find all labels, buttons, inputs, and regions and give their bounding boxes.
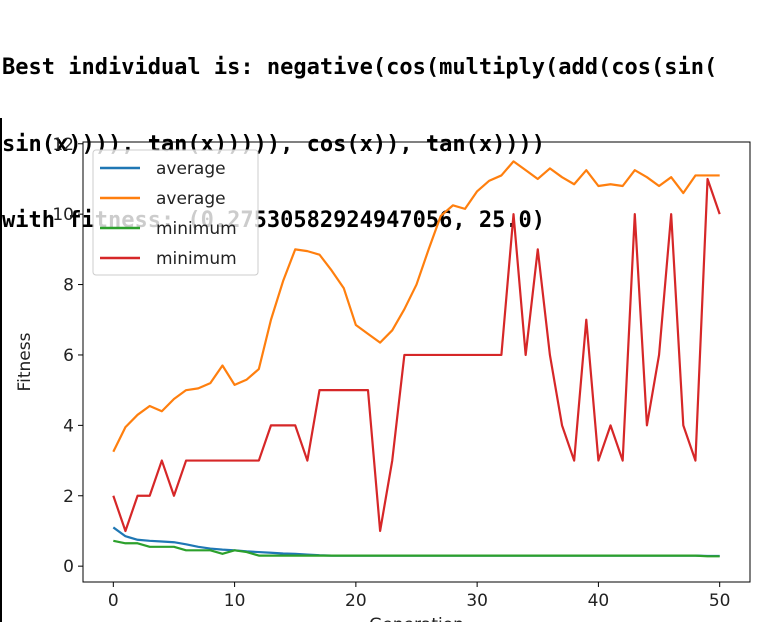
series-line bbox=[112, 160, 720, 453]
x-tick-label: 20 bbox=[345, 591, 367, 611]
x-tick-label: 0 bbox=[108, 591, 119, 611]
legend-label: minimum bbox=[156, 249, 237, 269]
x-tick-label: 50 bbox=[709, 591, 731, 611]
legend-label: average bbox=[156, 189, 226, 209]
legend-box bbox=[92, 149, 259, 276]
y-tick-label: 8 bbox=[63, 276, 74, 296]
series-line bbox=[112, 177, 721, 533]
x-axis-label: Generation bbox=[369, 615, 464, 622]
x-tick-label: 40 bbox=[588, 591, 610, 611]
x-tick-label: 30 bbox=[466, 591, 488, 611]
series-line bbox=[112, 526, 720, 558]
y-tick-label: 2 bbox=[63, 487, 74, 507]
y-tick-label: 12 bbox=[52, 135, 74, 155]
x-tick-label: 10 bbox=[224, 591, 246, 611]
y-axis-label: Fitness bbox=[15, 332, 35, 391]
y-tick-label: 10 bbox=[52, 205, 74, 225]
legend-label: minimum bbox=[156, 219, 237, 239]
output-line: sin(x)))), tan(x))))), cos(x)), tan(x)))… bbox=[2, 131, 546, 157]
axes-frame bbox=[82, 141, 751, 583]
legend-label: average bbox=[156, 159, 226, 179]
y-tick-label: 0 bbox=[63, 557, 74, 577]
y-tick-label: 4 bbox=[63, 416, 74, 436]
series-line bbox=[113, 539, 720, 558]
y-tick-label: 6 bbox=[63, 346, 74, 366]
output-line: Best individual is: negative(cos(multipl… bbox=[2, 55, 718, 80]
